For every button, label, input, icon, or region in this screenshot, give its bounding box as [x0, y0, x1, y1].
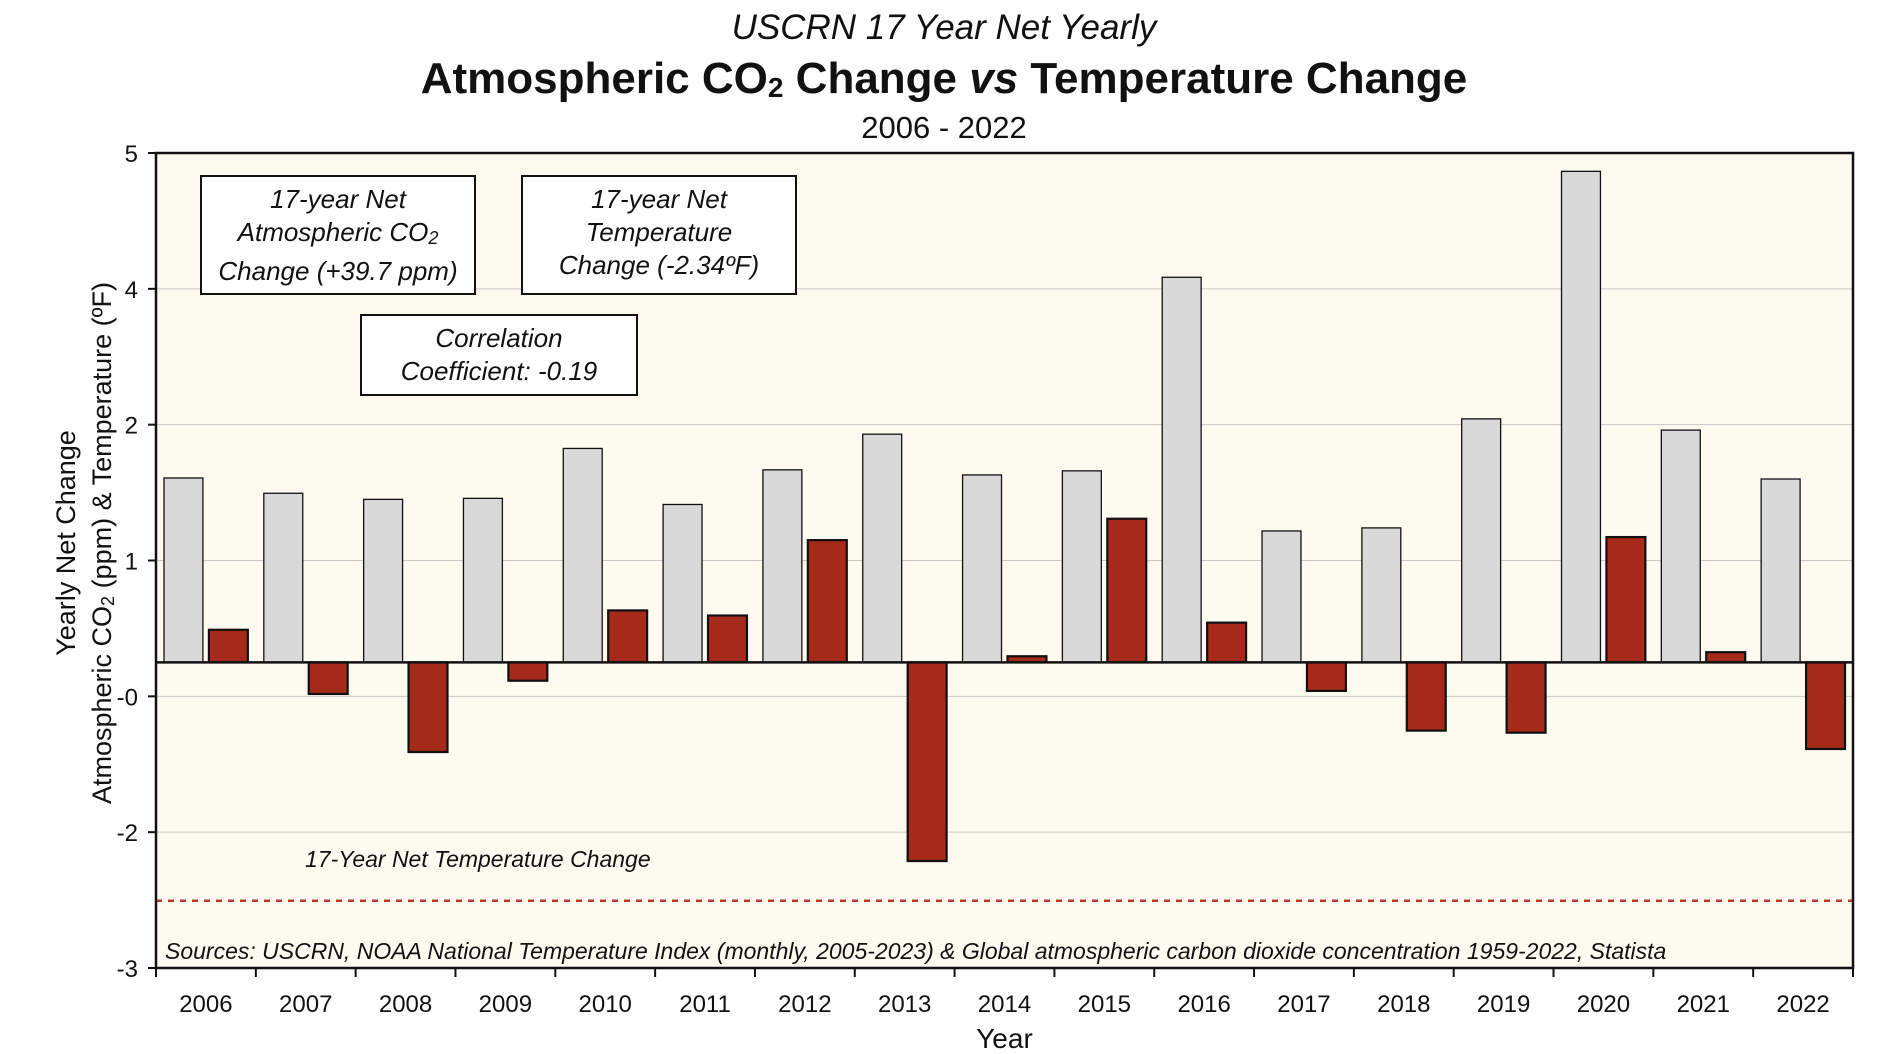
- temp-box-line2: Temperature: [585, 217, 733, 247]
- x-tick-label-2022: 2022: [1776, 991, 1829, 1018]
- bar-co2-2021: [1660, 429, 1701, 664]
- x-tick-label-2006: 2006: [179, 991, 232, 1018]
- x-tick-label-2009: 2009: [479, 991, 532, 1018]
- title-temperature-text: Temperature Change: [1018, 54, 1468, 103]
- bar-co2-2006: [163, 477, 204, 664]
- temperature-net-change-box: 17-year Net Temperature Change (-2.34ºF): [521, 175, 797, 295]
- y-tick-label: 2: [125, 413, 138, 440]
- bar-temperature-2008: [407, 661, 449, 754]
- bar-co2-2017: [1261, 530, 1302, 664]
- x-tick-label-2015: 2015: [1078, 991, 1131, 1018]
- sources-note: Sources: USCRN, NOAA National Temperatur…: [165, 938, 1667, 964]
- bar-co2-2012: [762, 469, 803, 664]
- title-co2-text: Atmospheric CO: [420, 54, 768, 103]
- bar-co2-2013: [862, 433, 903, 664]
- bar-co2-2009: [462, 497, 504, 664]
- bar-co2-2007: [263, 492, 304, 664]
- bar-temperature-2013: [906, 661, 948, 863]
- title-co2-subscript: 2: [767, 72, 784, 103]
- bar-temperature-2017: [1305, 661, 1347, 692]
- bar-co2-2022: [1760, 478, 1801, 664]
- bar-temperature-2019: [1505, 661, 1547, 734]
- y-axis-label-line2: Atmospheric CO2 (ppm) & Temperature (ºF): [84, 93, 126, 993]
- y-axis-label-subscript: 2: [98, 595, 118, 606]
- y-axis-label: Yearly Net Change Atmospheric CO2 (ppm) …: [48, 93, 126, 993]
- y-tick-label: 1: [125, 549, 138, 576]
- bar-co2-2011: [662, 503, 703, 664]
- x-tick-label-2021: 2021: [1677, 991, 1730, 1018]
- y-tick-label: 4: [125, 277, 138, 304]
- co2-box-line1: 17-year Net: [270, 184, 406, 214]
- x-tick-label-2013: 2013: [878, 991, 931, 1018]
- bar-co2-2010: [562, 447, 603, 664]
- co2-box-line2: Atmospheric CO2: [202, 216, 474, 255]
- title-change-text: Change: [783, 54, 970, 103]
- x-tick-label-2008: 2008: [379, 991, 432, 1018]
- x-tick-label-2018: 2018: [1377, 991, 1430, 1018]
- y-tick-label: -0: [117, 684, 138, 711]
- net-temperature-line-label: 17-Year Net Temperature Change: [305, 846, 651, 872]
- y-axis-label-line2-text: Atmospheric CO: [87, 605, 117, 805]
- bar-temperature-2010: [607, 609, 649, 664]
- chart-title-line1: USCRN 17 Year Net Yearly: [731, 8, 1157, 47]
- bar-temperature-2009: [507, 661, 549, 682]
- chart-title-line2: Atmospheric CO2 Change vs Temperature Ch…: [0, 54, 1888, 104]
- bar-temperature-2006: [207, 628, 249, 664]
- x-tick-label-2012: 2012: [778, 991, 831, 1018]
- x-axis-label: Year: [976, 1023, 1033, 1054]
- correlation-box: Correlation Coefficient: -0.19: [360, 314, 638, 396]
- bar-co2-2019: [1461, 418, 1502, 664]
- corr-box-line1: Correlation: [435, 323, 563, 353]
- temp-box-line3: Change (-2.34ºF): [558, 250, 760, 280]
- y-axis-label-line2-tail: (ppm) & Temperature (ºF): [87, 281, 117, 596]
- x-tick-label-2016: 2016: [1177, 991, 1230, 1018]
- bar-temperature-2012: [806, 539, 848, 664]
- co2-box-line2-text: Atmospheric CO: [237, 217, 429, 247]
- bar-co2-2014: [961, 474, 1003, 664]
- corr-box-line2: Coefficient: -0.19: [400, 356, 598, 386]
- bar-temperature-2016: [1206, 621, 1248, 664]
- bar-co2-2008: [362, 498, 404, 664]
- x-tick-label-2020: 2020: [1577, 991, 1630, 1018]
- title-vs-text: vs: [969, 54, 1019, 103]
- bar-temperature-2022: [1804, 661, 1847, 751]
- temp-box-line1: 17-year Net: [591, 184, 727, 214]
- x-tick-label-2007: 2007: [279, 991, 332, 1018]
- bar-temperature-2011: [706, 614, 749, 664]
- x-tick-label-2010: 2010: [579, 991, 632, 1018]
- co2-net-change-box: 17-year Net Atmospheric CO2 Change (+39.…: [200, 175, 476, 295]
- x-tick-label-2011: 2011: [679, 991, 731, 1018]
- x-tick-label-2014: 2014: [978, 991, 1031, 1018]
- y-tick-label: 5: [125, 141, 138, 168]
- x-tick-label-2019: 2019: [1477, 991, 1530, 1018]
- bar-temperature-2015: [1106, 517, 1148, 664]
- bar-temperature-2018: [1405, 661, 1447, 732]
- chart-subtitle-years: 2006 - 2022: [861, 110, 1027, 145]
- y-tick-label: -3: [117, 956, 138, 983]
- bar-temperature-2020: [1605, 535, 1647, 664]
- co2-box-line3: Change (+39.7 ppm): [218, 256, 458, 286]
- bar-temperature-2021: [1705, 651, 1747, 664]
- y-axis-label-line1: Yearly Net Change: [51, 430, 81, 656]
- y-tick-label: -2: [117, 820, 138, 847]
- bar-co2-2015: [1061, 470, 1102, 664]
- bar-co2-2020: [1560, 170, 1602, 664]
- x-tick-label-2017: 2017: [1277, 991, 1330, 1018]
- bar-co2-2018: [1361, 527, 1402, 664]
- bar-temperature-2007: [307, 661, 349, 696]
- bar-co2-2016: [1161, 276, 1202, 664]
- co2-box-line2-subscript: 2: [428, 228, 439, 248]
